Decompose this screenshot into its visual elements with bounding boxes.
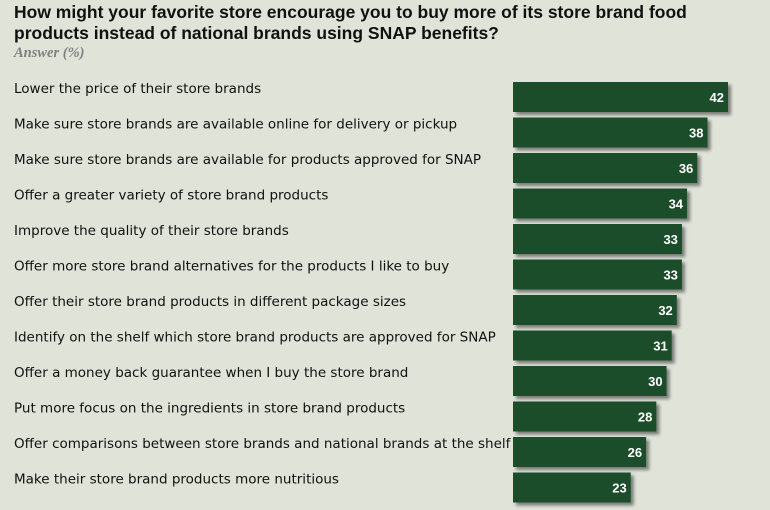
category-label-1: Lower the price of their store brands — [14, 81, 261, 97]
bar-9 — [513, 366, 667, 396]
category-label-3: Make sure store brands are available for… — [14, 152, 481, 168]
value-label-12: 23 — [612, 481, 626, 496]
bar-10 — [513, 401, 657, 432]
bar-3 — [513, 153, 698, 183]
value-label-5: 33 — [663, 232, 677, 247]
value-label-11: 26 — [628, 445, 642, 460]
value-label-3: 36 — [679, 161, 693, 176]
category-label-12: Make their store brand products more nut… — [14, 472, 339, 488]
category-label-6: Offer more store brand alternatives for … — [14, 259, 449, 275]
bar-11 — [513, 437, 647, 467]
bar-7 — [513, 295, 677, 325]
chart-subtitle: Answer (%) — [14, 45, 85, 61]
category-label-2: Make sure store brands are available onl… — [14, 117, 457, 133]
value-label-1: 42 — [710, 90, 724, 105]
value-label-7: 32 — [658, 303, 672, 318]
category-label-7: Offer their store brand products in diff… — [14, 294, 406, 310]
bar-5 — [513, 224, 682, 254]
bar-8 — [513, 330, 672, 361]
value-label-10: 28 — [638, 410, 652, 425]
bar-2 — [513, 117, 708, 148]
category-label-9: Offer a money back guarantee when I buy … — [14, 365, 408, 381]
bar-12 — [513, 472, 631, 503]
bar-4 — [513, 188, 688, 219]
value-label-8: 31 — [653, 339, 667, 354]
bar-1 — [513, 82, 728, 112]
value-label-6: 33 — [663, 268, 677, 283]
value-label-4: 34 — [669, 197, 684, 212]
category-label-8: Identify on the shelf which store brand … — [14, 330, 496, 346]
category-label-10: Put more focus on the ingredients in sto… — [14, 401, 405, 417]
chart-title: How might your favorite store encourage … — [14, 2, 687, 43]
category-label-4: Offer a greater variety of store brand p… — [14, 188, 328, 204]
bar-6 — [513, 259, 682, 290]
category-label-11: Offer comparisons between store brands a… — [14, 436, 512, 452]
value-label-9: 30 — [648, 374, 662, 389]
category-label-5: Improve the quality of their store brand… — [14, 223, 289, 239]
value-label-2: 38 — [689, 126, 703, 141]
